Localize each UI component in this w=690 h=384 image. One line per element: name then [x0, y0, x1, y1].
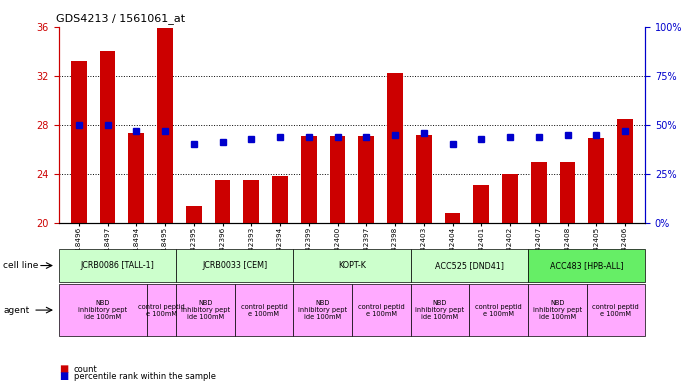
Text: JCRB0086 [TALL-1]: JCRB0086 [TALL-1] [80, 261, 155, 270]
Bar [416, 135, 432, 223]
Text: NBD
inhibitory pept
ide 100mM: NBD inhibitory pept ide 100mM [415, 300, 464, 320]
Text: ACC483 [HPB-ALL]: ACC483 [HPB-ALL] [550, 261, 623, 270]
Text: percentile rank within the sample: percentile rank within the sample [74, 372, 216, 381]
Bar [617, 119, 633, 223]
Bar [444, 213, 460, 223]
Text: GDS4213 / 1561061_at: GDS4213 / 1561061_at [56, 13, 185, 24]
Bar [589, 138, 604, 223]
Text: NBD
inhibitory pept
ide 100mM: NBD inhibitory pept ide 100mM [533, 300, 582, 320]
Bar [99, 51, 115, 223]
Bar [502, 174, 518, 223]
Bar [272, 176, 288, 223]
Bar [186, 205, 201, 223]
Bar [71, 61, 87, 223]
Bar [157, 28, 173, 223]
Text: ACC525 [DND41]: ACC525 [DND41] [435, 261, 504, 270]
Bar [301, 136, 317, 223]
Bar [560, 162, 575, 223]
Text: cell line: cell line [3, 261, 39, 270]
Text: NBD
inhibitory pept
ide 100mM: NBD inhibitory pept ide 100mM [181, 300, 230, 320]
Bar [531, 162, 546, 223]
Text: control peptid
e 100mM: control peptid e 100mM [358, 304, 404, 316]
Text: JCRB0033 [CEM]: JCRB0033 [CEM] [202, 261, 267, 270]
Text: agent: agent [3, 306, 30, 314]
Bar [387, 73, 403, 223]
Text: KOPT-K: KOPT-K [338, 261, 366, 270]
Text: NBD
inhibitory pept
ide 100mM: NBD inhibitory pept ide 100mM [298, 300, 347, 320]
Bar [358, 136, 374, 223]
Bar [473, 185, 489, 223]
Bar [330, 136, 346, 223]
Text: control peptid
e 100mM: control peptid e 100mM [475, 304, 522, 316]
Bar [128, 133, 144, 223]
Text: control peptid
e 100mM: control peptid e 100mM [593, 304, 639, 316]
Text: control peptid
e 100mM: control peptid e 100mM [138, 304, 185, 316]
Text: ■: ■ [59, 371, 68, 381]
Bar [215, 180, 230, 223]
Text: ■: ■ [59, 364, 68, 374]
Text: count: count [74, 365, 97, 374]
Bar [244, 180, 259, 223]
Text: NBD
inhibitory pept
ide 100mM: NBD inhibitory pept ide 100mM [78, 300, 127, 320]
Text: control peptid
e 100mM: control peptid e 100mM [241, 304, 287, 316]
